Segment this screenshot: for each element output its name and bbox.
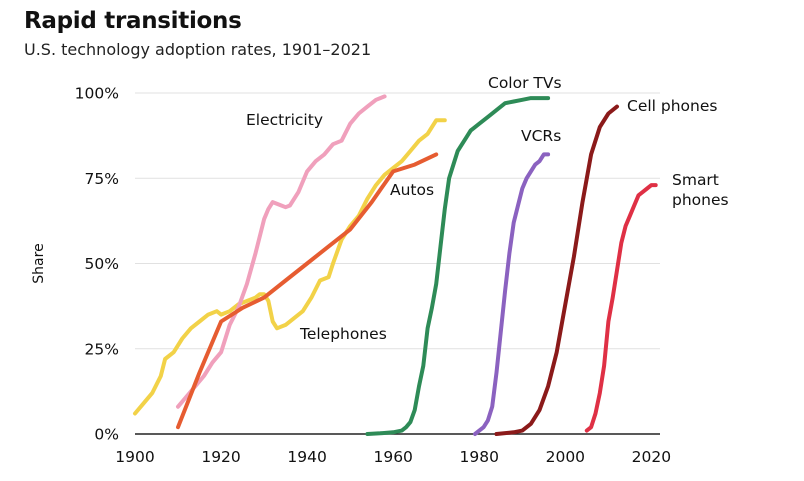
series-line-cell-phones bbox=[494, 104, 619, 436]
series-layer bbox=[133, 94, 658, 436]
x-tick-label: 1920 bbox=[201, 448, 240, 466]
tick-layer: 0% 25% 50% 75% 100% 1900 1920 1940 1960 1980 2000 2… bbox=[31, 85, 671, 467]
series-label-smartphones: Smart bbox=[672, 171, 719, 189]
series-label-cell-phones: Cell phones bbox=[627, 97, 717, 115]
series-label-telephones: Telephones bbox=[299, 325, 387, 343]
series-line-telephones bbox=[133, 118, 447, 416]
chart-subtitle: U.S. technology adoption rates, 1901–202… bbox=[24, 40, 372, 59]
y-tick-label: 100% bbox=[75, 85, 119, 103]
x-tick-label: 1960 bbox=[373, 448, 412, 466]
y-tick-label: 0% bbox=[94, 426, 119, 444]
y-tick-label: 75% bbox=[85, 170, 119, 188]
series-label-electricity: Electricity bbox=[246, 111, 323, 129]
chart-title: Rapid transitions bbox=[24, 8, 242, 34]
x-tick-label: 1940 bbox=[287, 448, 326, 466]
series-line-smartphones bbox=[584, 183, 658, 433]
grid-layer bbox=[135, 92, 660, 435]
series-label-color-tvs: Color TVs bbox=[488, 74, 562, 92]
series-line-color-tvs bbox=[365, 96, 551, 436]
y-tick-label: 25% bbox=[85, 340, 119, 358]
x-tick-label: 1980 bbox=[460, 448, 499, 466]
series-label-layer: Telephones Electricity Autos Color TVs VCRs C… bbox=[246, 74, 729, 343]
series-line-electricity bbox=[176, 94, 387, 409]
series-line-vcrs bbox=[473, 152, 551, 436]
series-line-autos bbox=[176, 152, 439, 430]
y-axis-label: Share bbox=[31, 243, 47, 283]
series-label-autos: Autos bbox=[390, 181, 434, 199]
y-tick-label: 50% bbox=[85, 255, 119, 273]
x-tick-label: 2020 bbox=[632, 448, 671, 466]
x-tick-label: 2000 bbox=[546, 448, 585, 466]
series-label-smartphones: phones bbox=[672, 191, 729, 209]
series-label-vcrs: VCRs bbox=[521, 127, 561, 145]
x-tick-label: 1900 bbox=[115, 448, 154, 466]
